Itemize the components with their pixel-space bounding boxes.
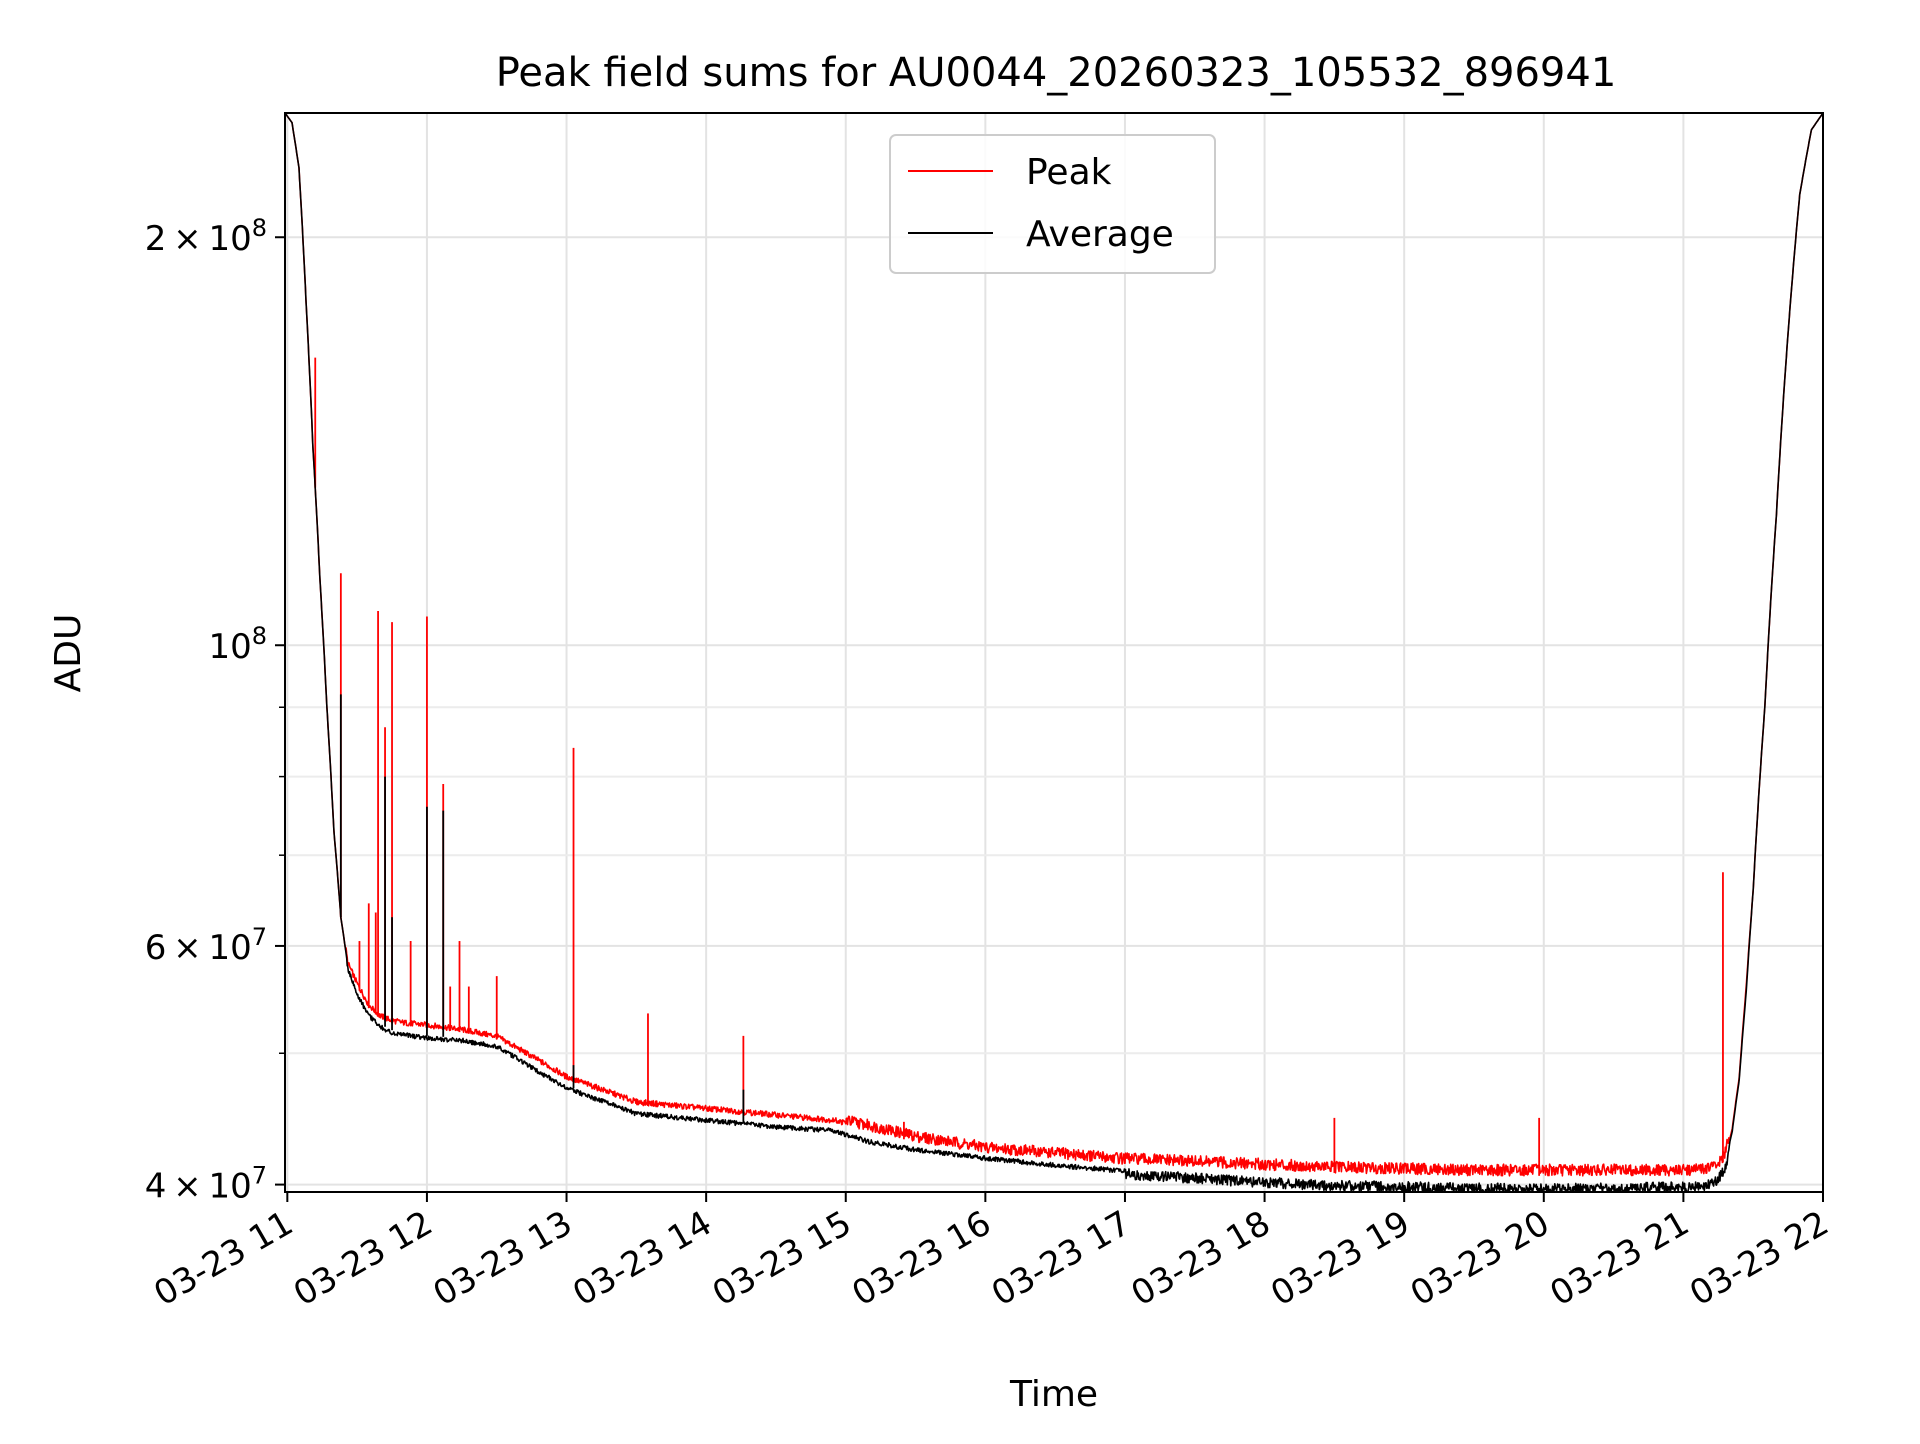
legend: Peak Average [889, 134, 1216, 274]
legend-box [889, 134, 1216, 274]
y-tick-label: 2 × 108 [145, 214, 267, 259]
y-axis: 4 × 107 6 × 107 108 2 × 108 [145, 214, 285, 1207]
legend-label-peak: Peak [1026, 152, 1112, 193]
y-axis-label: ADU [48, 614, 89, 693]
plot-frame [284, 112, 1824, 1193]
grid [285, 113, 1824, 1192]
x-axis-label: Time [1009, 1374, 1098, 1415]
legend-label-average: Average [1026, 214, 1174, 255]
chart-title: Peak field sums for AU0044_20260323_1055… [496, 50, 1617, 96]
y-tick-label: 108 [208, 622, 267, 667]
series-line-peak [285, 113, 1823, 1177]
y-tick-label: 6 × 107 [145, 923, 267, 968]
y-tick-label: 4 × 107 [145, 1162, 267, 1207]
